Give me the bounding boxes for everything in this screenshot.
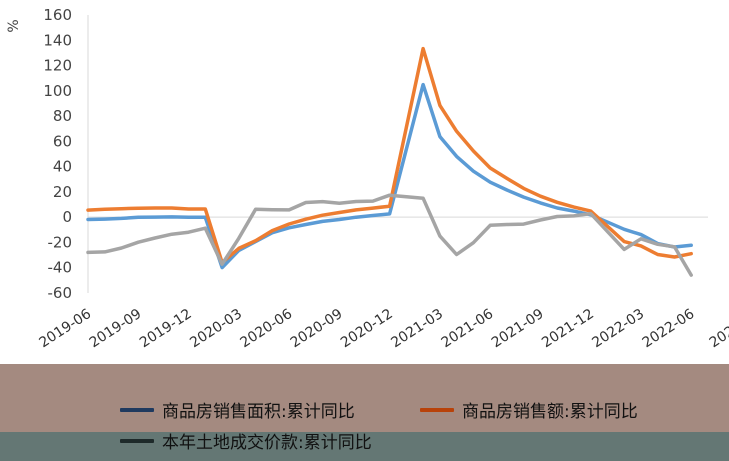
y-tick-label: 80	[53, 107, 72, 125]
x-tick-label: 2019-09	[87, 306, 145, 351]
x-tick-label: 2020-12	[338, 306, 396, 351]
legend-label: 本年土地成交价款:累计同比	[162, 433, 372, 453]
legend-band	[0, 364, 729, 432]
legend-label: 商品房销售额:累计同比	[462, 402, 638, 422]
x-tick-label: 2022-09	[707, 306, 729, 351]
x-tick-label: 2020-06	[237, 306, 295, 351]
x-tick-label: 2021-03	[388, 306, 446, 351]
y-tick-label: 60	[53, 132, 72, 150]
series-line	[86, 193, 693, 277]
legend-swatch	[120, 438, 154, 443]
x-tick-label: 2022-06	[640, 306, 698, 351]
x-tick-label: 2019-06	[36, 306, 94, 351]
y-axis-label: %	[6, 19, 22, 32]
y-tick-label: 100	[43, 82, 72, 100]
x-tick-label: 2021-06	[439, 306, 497, 351]
y-tick-label: 160	[43, 6, 72, 24]
x-tick-label: 2020-03	[187, 306, 245, 351]
y-tick-label: -20	[48, 233, 73, 251]
y-tick-label: 0	[62, 208, 72, 226]
y-tick-label: -60	[48, 284, 73, 302]
legend-item-sales-area: 商品房销售面积:累计同比	[120, 397, 355, 422]
y-axis: 160 140 120 100 80 60 40 20 0 -20 -40 -60	[43, 6, 89, 302]
x-tick-label: 2020-09	[288, 306, 346, 351]
x-tick-label: 2021-09	[489, 306, 547, 351]
series-line	[86, 46, 693, 265]
legend-swatch	[120, 407, 154, 412]
legend-item-land-transaction: 本年土地成交价款:累计同比	[120, 428, 372, 453]
series-lines	[86, 46, 693, 277]
x-tick-label: 2019-12	[137, 306, 195, 351]
x-tick-label: 2022-03	[589, 306, 647, 351]
y-tick-label: 40	[53, 158, 72, 176]
x-tick-label: 2021-12	[539, 306, 597, 351]
y-tick-label: 20	[53, 183, 72, 201]
legend-swatch	[420, 407, 454, 412]
legend-band-lower	[0, 432, 729, 461]
y-tick-label: 120	[43, 57, 72, 75]
legend-label: 商品房销售面积:累计同比	[162, 402, 355, 422]
y-tick-label: 140	[43, 31, 72, 49]
y-tick-label: -40	[48, 259, 73, 277]
legend-item-sales-amount: 商品房销售额:累计同比	[420, 397, 638, 422]
x-axis: 2019-062019-092019-122020-032020-062020-…	[36, 306, 729, 351]
series-line	[86, 82, 693, 270]
